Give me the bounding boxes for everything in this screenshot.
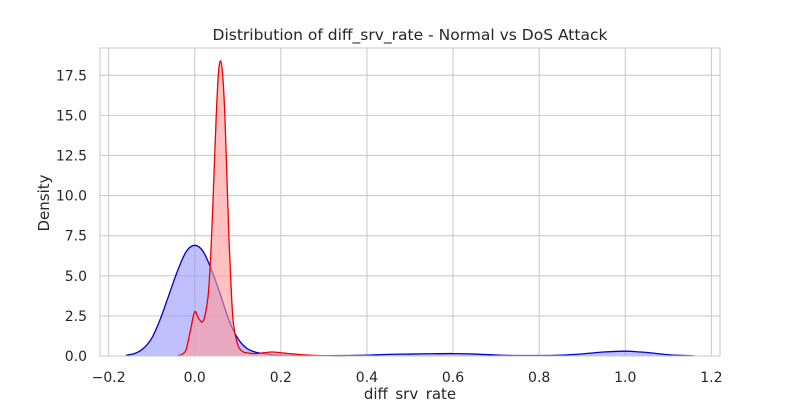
series-0-area (125, 245, 695, 356)
series-1-area (177, 60, 346, 357)
series-1-line (177, 60, 346, 357)
y-axis-label: Density (35, 174, 53, 231)
y-tick-label: 0.0 (65, 349, 87, 365)
plot-frame (99, 47, 721, 357)
y-tick-label: 15.0 (56, 108, 87, 124)
x-axis-label: diff_srv_rate (364, 385, 456, 400)
y-tick-label: 5.0 (65, 269, 87, 285)
x-tick-label: 1.2 (700, 370, 722, 386)
x-tick-label: −0.2 (92, 370, 126, 386)
chart-title: Distribution of diff_srv_rate - Normal v… (213, 26, 608, 45)
x-tick-label: 1.0 (614, 370, 636, 386)
curve-layer (125, 60, 695, 357)
y-tick-label: 7.5 (65, 229, 87, 245)
y-tick-label: 2.5 (65, 309, 87, 325)
y-tick-label: 10.0 (56, 189, 87, 205)
y-tick-label: 17.5 (56, 68, 87, 84)
x-tick-label: 0.8 (528, 370, 550, 386)
y-tick-labels: 0.0 2.5 5.0 7.5 10.0 12.5 15.0 17.5 (56, 68, 87, 365)
y-tick-label: 12.5 (56, 148, 87, 164)
x-tick-labels: −0.2 0.0 0.2 0.4 0.6 0.8 1.0 1.2 (92, 370, 723, 386)
x-tick-label: 0.6 (442, 370, 464, 386)
x-tick-label: 0.2 (270, 370, 292, 386)
x-tick-label: 0.0 (184, 370, 206, 386)
x-tick-label: 0.4 (356, 370, 378, 386)
